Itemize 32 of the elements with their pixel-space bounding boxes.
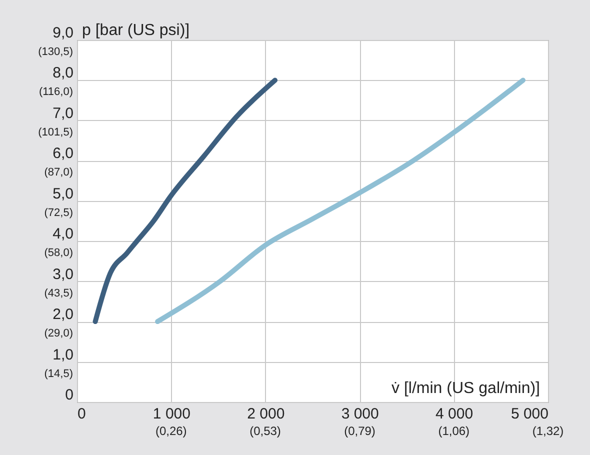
x-tick-label: 0 bbox=[78, 406, 86, 422]
y-tick-label: 6,0 bbox=[52, 145, 74, 162]
y2-tick-label: (14,5) bbox=[44, 368, 73, 380]
x-tick-label: 4 000 bbox=[436, 406, 474, 422]
y2-tick-label: (130,5) bbox=[38, 46, 73, 58]
y2-tick-label: (101,5) bbox=[38, 126, 73, 138]
x2-tick-label: (1,06) bbox=[438, 424, 470, 438]
y2-tick-label: (87,0) bbox=[44, 166, 73, 179]
y-tick-label: 0 bbox=[65, 386, 74, 404]
y2-tick-label: (58,0) bbox=[44, 247, 73, 260]
y-tick-label: 8,0 bbox=[52, 64, 74, 82]
y2-tick-label: (72,5) bbox=[44, 206, 73, 219]
y-tick-label: 5,0 bbox=[52, 185, 74, 202]
x-axis-title: v̇ [l/min (US gal/min)] bbox=[392, 380, 540, 397]
x-tick-label: 3 000 bbox=[341, 406, 379, 422]
y2-tick-label: (43,5) bbox=[44, 287, 73, 300]
y2-tick-label: (116,0) bbox=[38, 86, 73, 98]
y-tick-label: 7,0 bbox=[52, 104, 74, 122]
y-axis-title: p [bar (US psi)] bbox=[82, 22, 190, 39]
x2-tick-label: (0,79) bbox=[344, 424, 376, 438]
y-tick-label: 9,0 bbox=[52, 24, 74, 42]
x2-tick-label: (0,53) bbox=[250, 424, 281, 438]
x-tick-label: 2 000 bbox=[247, 406, 285, 422]
x2-tick-label: (0,26) bbox=[155, 424, 187, 438]
y-tick-label: 3,0 bbox=[52, 266, 74, 283]
x-tick-label: 5 000 bbox=[510, 406, 548, 422]
y2-tick-label: (29,0) bbox=[44, 328, 73, 340]
y-tick-label: 1,0 bbox=[52, 346, 74, 364]
y-tick-label: 4,0 bbox=[52, 226, 74, 243]
y-tick-label: 2,0 bbox=[52, 306, 74, 324]
x2-tick-label: (1,32) bbox=[532, 424, 564, 438]
x-tick-label: 1 000 bbox=[152, 406, 190, 422]
